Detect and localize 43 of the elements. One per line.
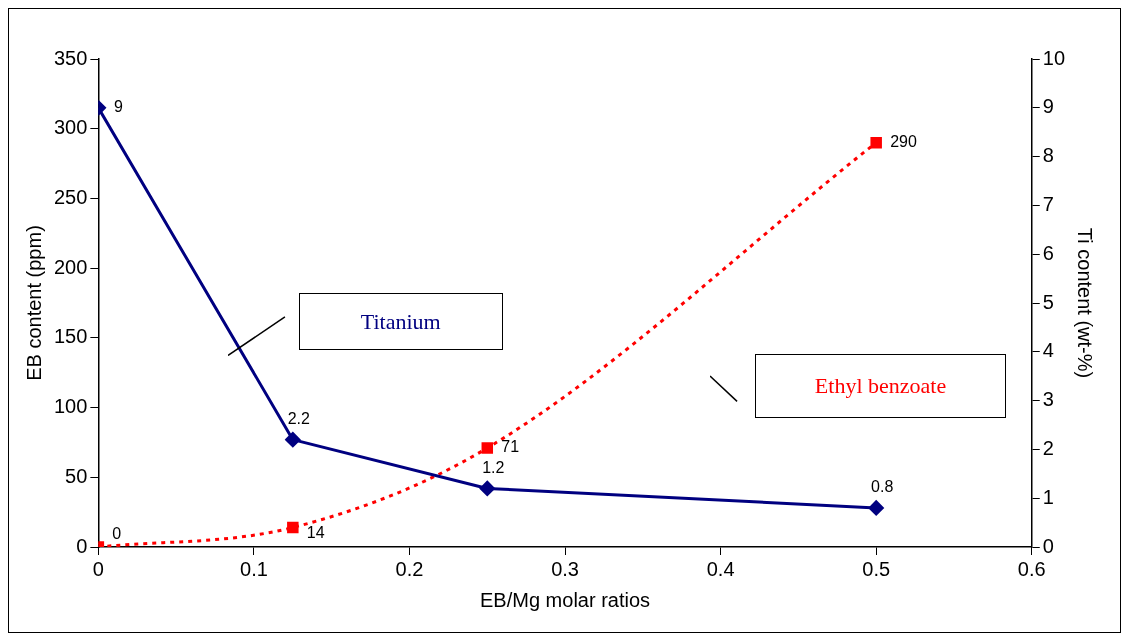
data-label: 14 xyxy=(306,523,325,541)
x-tick-label: 0.4 xyxy=(706,557,735,580)
data-label: 0.8 xyxy=(871,478,894,496)
point xyxy=(868,500,884,516)
y2-tick-label: 3 xyxy=(1042,388,1054,411)
point xyxy=(285,432,301,448)
x-tick-label: 0 xyxy=(92,557,104,580)
y2-tick-label: 7 xyxy=(1042,192,1054,215)
data-label: 71 xyxy=(501,438,520,456)
y-tick-label: 150 xyxy=(53,325,88,348)
y-tick-label: 0 xyxy=(76,534,88,557)
point xyxy=(287,521,299,534)
y2-tick-label: 10 xyxy=(1042,46,1065,69)
y2-tick-label: 8 xyxy=(1042,144,1054,167)
y-tick-label: 50 xyxy=(65,464,88,487)
y2-tick-label: 5 xyxy=(1042,290,1054,313)
x-axis-title: EB/Mg molar ratios xyxy=(480,588,651,611)
y-tick-label: 100 xyxy=(53,395,88,418)
y2-tick-label: 6 xyxy=(1042,241,1054,264)
point xyxy=(870,136,882,149)
point xyxy=(479,480,495,496)
x-tick-label: 0.6 xyxy=(1017,557,1046,580)
y-axis-title: EB content (ppm) xyxy=(22,225,45,381)
y-tick-label: 200 xyxy=(53,255,88,278)
x-tick-label: 0.3 xyxy=(551,557,579,580)
y-tick-label: 300 xyxy=(53,116,88,139)
data-label: 2.2 xyxy=(287,410,311,428)
y2-tick-label: 2 xyxy=(1042,436,1054,459)
data-label: 290 xyxy=(890,133,917,151)
y2-tick-label: 9 xyxy=(1042,95,1054,118)
data-label: 0 xyxy=(112,525,122,543)
x-tick-label: 0.2 xyxy=(395,557,424,580)
x-tick-label: 0.5 xyxy=(862,557,891,580)
data-label: 9 xyxy=(113,98,123,116)
point xyxy=(481,442,494,454)
y2-tick-label: 4 xyxy=(1042,339,1054,362)
x-tick-label: 0.1 xyxy=(240,557,268,580)
y-tick-label: 250 xyxy=(53,185,88,208)
y-tick-label: 350 xyxy=(53,46,88,69)
data-label: 1.2 xyxy=(482,458,505,476)
y2-tick-label: 0 xyxy=(1042,534,1054,557)
y2-axis-title: Ti content (wt-%) xyxy=(1074,227,1097,379)
y2-tick-label: 1 xyxy=(1042,485,1054,508)
